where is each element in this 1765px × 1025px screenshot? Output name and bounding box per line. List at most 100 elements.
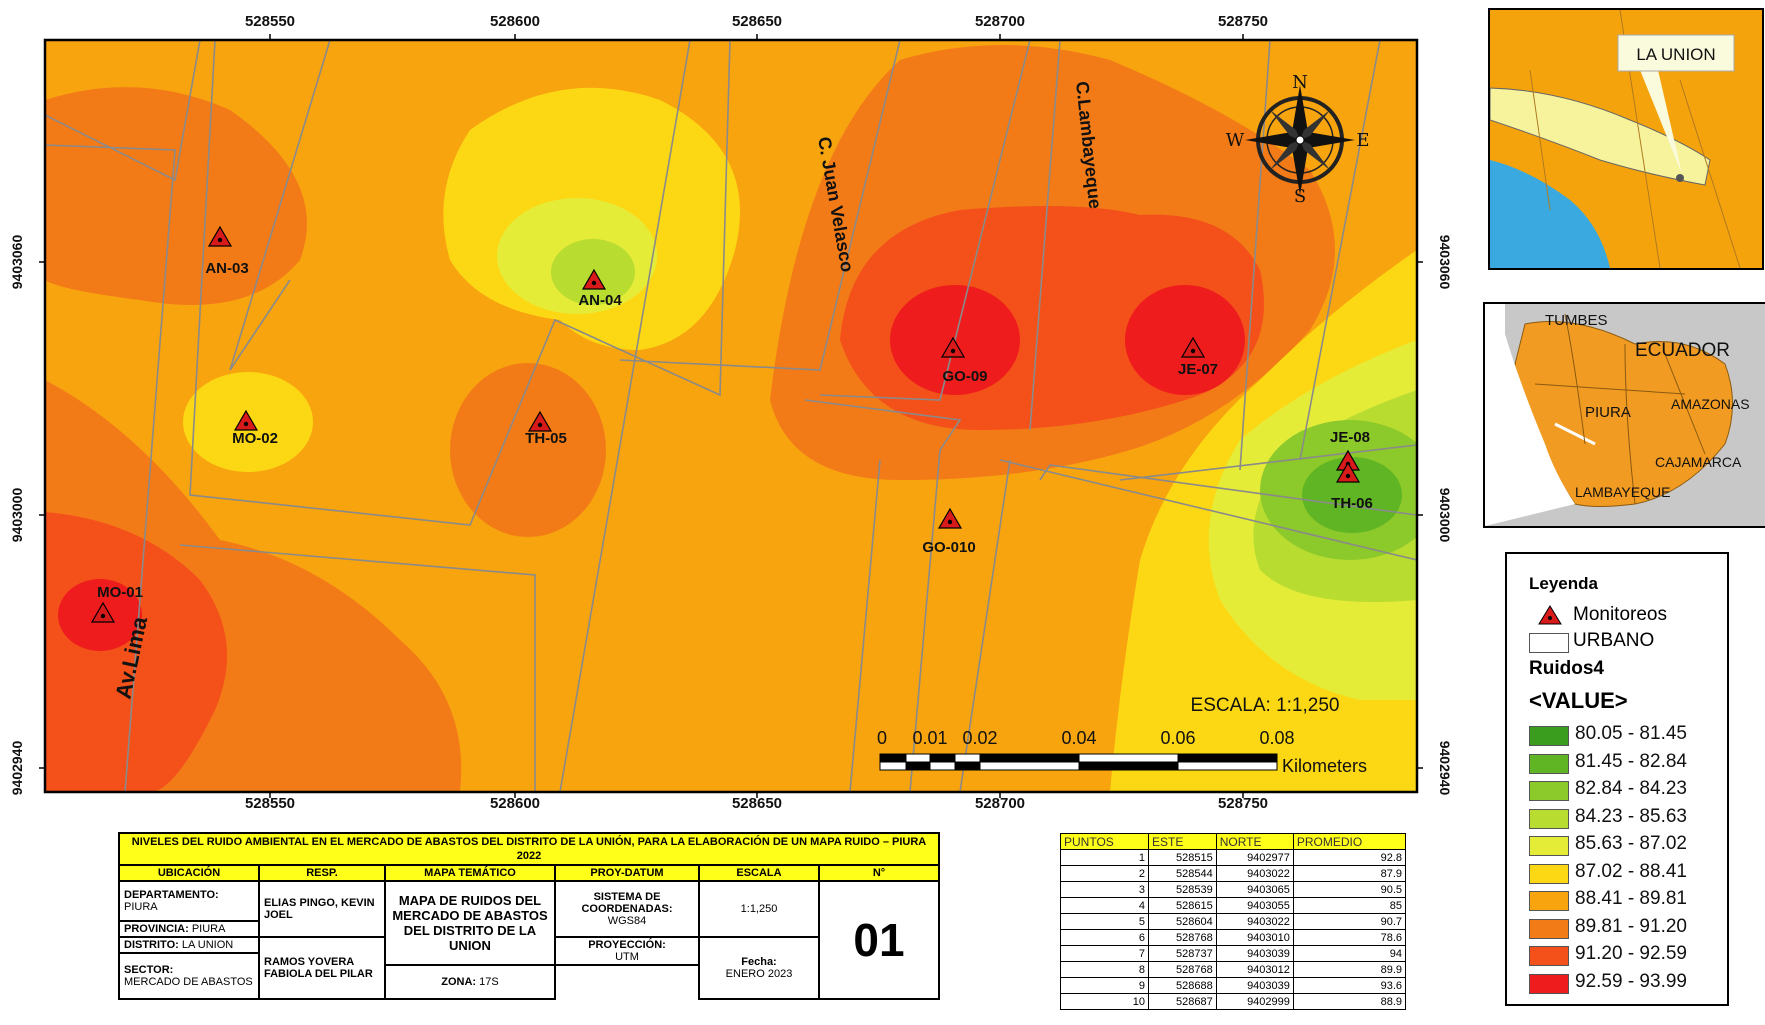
proyeccion-label: PROYECCIÓN: — [588, 939, 666, 951]
x-axis-ticks: 528550 528550 528600 528600 528650 528650 5287… — [245, 13, 1268, 812]
provincia-label: PROVINCIA: — [124, 923, 189, 935]
scale-segment — [879, 761, 907, 771]
legend-class-label: 80.05 - 81.45 — [1575, 723, 1687, 744]
table-cell: 2 — [1060, 865, 1149, 882]
table-cell: 9403012 — [1215, 961, 1294, 978]
header-proy-datum: PROY-DATUM — [554, 864, 700, 882]
table-cell: 528615 — [1147, 897, 1217, 914]
cell-sector: SECTOR: MERCADO DE ABASTOS — [118, 952, 260, 1000]
monitoring-point: TH-05 — [525, 410, 567, 447]
x-tick-label: 528600 — [490, 13, 540, 30]
table-cell: 9403065 — [1215, 881, 1294, 898]
inset-la-union: LA UNION — [1488, 8, 1764, 270]
compass-w-label: W — [1226, 130, 1245, 151]
table-cell: 9 — [1060, 977, 1149, 994]
monitoring-point: AN-04 — [578, 268, 622, 309]
legend-class-label: 91.20 - 92.59 — [1575, 943, 1687, 964]
monitoreo-triangle-icon — [940, 336, 966, 358]
scale-label: 0.08 — [1259, 728, 1294, 748]
monitoring-point-label: MO-02 — [232, 430, 278, 447]
y-tick-label: 9402940 — [9, 741, 25, 796]
monitoring-point: GO-09 — [940, 336, 988, 385]
monitoreo-triangle-icon — [527, 410, 553, 432]
compass-n-label: N — [1292, 72, 1308, 93]
scale-segment — [905, 753, 931, 763]
table-row: 9 528688 9403039 93.6 — [1060, 977, 1407, 994]
legend-swatch — [1529, 973, 1569, 994]
pts-header-norte: NORTE — [1215, 833, 1294, 850]
table-cell: 5 — [1060, 913, 1149, 930]
table-cell: 8 — [1060, 961, 1149, 978]
cell-departamento: DEPARTAMENTO: PIURA — [118, 880, 260, 922]
zone-th05 — [450, 363, 606, 537]
departamento-value: PIURA — [124, 901, 158, 913]
departamento-label: DEPARTAMENTO: — [124, 889, 219, 901]
table-cell: 88.9 — [1292, 993, 1407, 1010]
pts-header-puntos: PUNTOS — [1060, 833, 1149, 850]
table-cell: 4 — [1060, 897, 1149, 914]
scale-text: ESCALA: 1:1,250 — [1191, 695, 1340, 716]
monitoreo-triangle-icon — [937, 507, 963, 529]
legend-swatch — [1529, 863, 1569, 884]
scale-segment — [954, 761, 981, 771]
cell-fecha: Fecha: ENERO 2023 — [698, 936, 820, 1000]
table-cell: 528687 — [1147, 993, 1217, 1010]
legend-layer: Ruidos4 — [1529, 658, 1604, 679]
zone-an03 — [45, 87, 307, 305]
scale-segment — [879, 753, 907, 763]
urban-blocks — [45, 40, 1417, 792]
scale-segment — [979, 761, 1080, 771]
table-row: 2 528544 9403022 87.9 — [1060, 865, 1407, 882]
cell-distrito: DISTRITO: LA UNION — [118, 936, 260, 954]
scale-segment — [929, 753, 956, 763]
table-cell: 93.6 — [1292, 977, 1407, 994]
sistema-label: SISTEMA DE COORDENADAS: — [581, 891, 673, 915]
monitoring-point-label: JE-08 — [1330, 429, 1370, 446]
x-tick-label: 528700 — [975, 795, 1025, 812]
district-la-union — [1490, 87, 1711, 186]
y-axis-ticks: 9403060 9403060 9403000 9403000 9402940 94029… — [9, 235, 1453, 796]
table-cell: 528768 — [1147, 961, 1217, 978]
x-tick-label: 528600 — [490, 795, 540, 812]
table-cell: 1 — [1060, 849, 1149, 866]
scale-segment — [979, 753, 1080, 763]
distrito-label: DISTRITO: — [124, 939, 179, 951]
title-block-table: NIVELES DEL RUIDO AMBIENTAL EN EL MERCAD… — [118, 832, 940, 1000]
header-resp: RESP. — [258, 864, 386, 882]
table-row: 10 528687 9402999 88.9 — [1060, 993, 1407, 1010]
provincia-value: PIURA — [191, 923, 226, 935]
monitoreo-triangle-icon — [581, 268, 607, 290]
table-cell: 87.9 — [1292, 865, 1407, 882]
table-cell: 89.9 — [1292, 961, 1407, 978]
compass-e-label: E — [1356, 130, 1369, 151]
y-tick-label: 9403060 — [1437, 235, 1453, 290]
scale-segment — [1177, 753, 1278, 763]
monitoring-point-label: JE-07 — [1178, 361, 1218, 378]
legend-title: Leyenda — [1529, 574, 1598, 593]
zone-je07-core — [1125, 285, 1245, 395]
points-table-body: 1 528515 9402977 92.8 2 528544 9403022 87.9 3 528… — [1060, 849, 1407, 1010]
monitoring-point: AN-03 — [205, 225, 249, 277]
table-row: 7 528737 9403039 94 — [1060, 945, 1407, 962]
x-tick-label: 528550 — [245, 795, 295, 812]
legend-swatch — [1529, 836, 1569, 856]
monitoring-point: GO-010 — [922, 507, 976, 556]
cell-numero: 01 — [818, 880, 940, 1000]
monitoring-points: AN-03 AN-04 MO-02 TH-05 GO-09 JE-07 JE-08 TH-06… — [90, 225, 1373, 623]
monitoring-point-label: GO-09 — [942, 368, 987, 385]
inset-la-union-map: LA UNION — [1490, 10, 1762, 268]
table-cell: 90.5 — [1292, 881, 1407, 898]
monitoreo-triangle-icon — [207, 225, 233, 247]
monitoreo-triangle-icon — [90, 601, 116, 623]
scale-segment — [954, 753, 981, 763]
table-cell: 9403039 — [1215, 945, 1294, 962]
table-cell: 94 — [1292, 945, 1407, 962]
sector-label: SECTOR: — [124, 964, 174, 976]
legend-class-label: 88.41 - 89.81 — [1575, 888, 1687, 909]
legend-urbano: URBANO — [1573, 630, 1655, 651]
sistema-value: WGS84 — [607, 915, 647, 927]
table-cell: 85 — [1292, 897, 1407, 914]
noise-surface — [45, 40, 1417, 792]
legend-swatch — [1529, 946, 1569, 966]
